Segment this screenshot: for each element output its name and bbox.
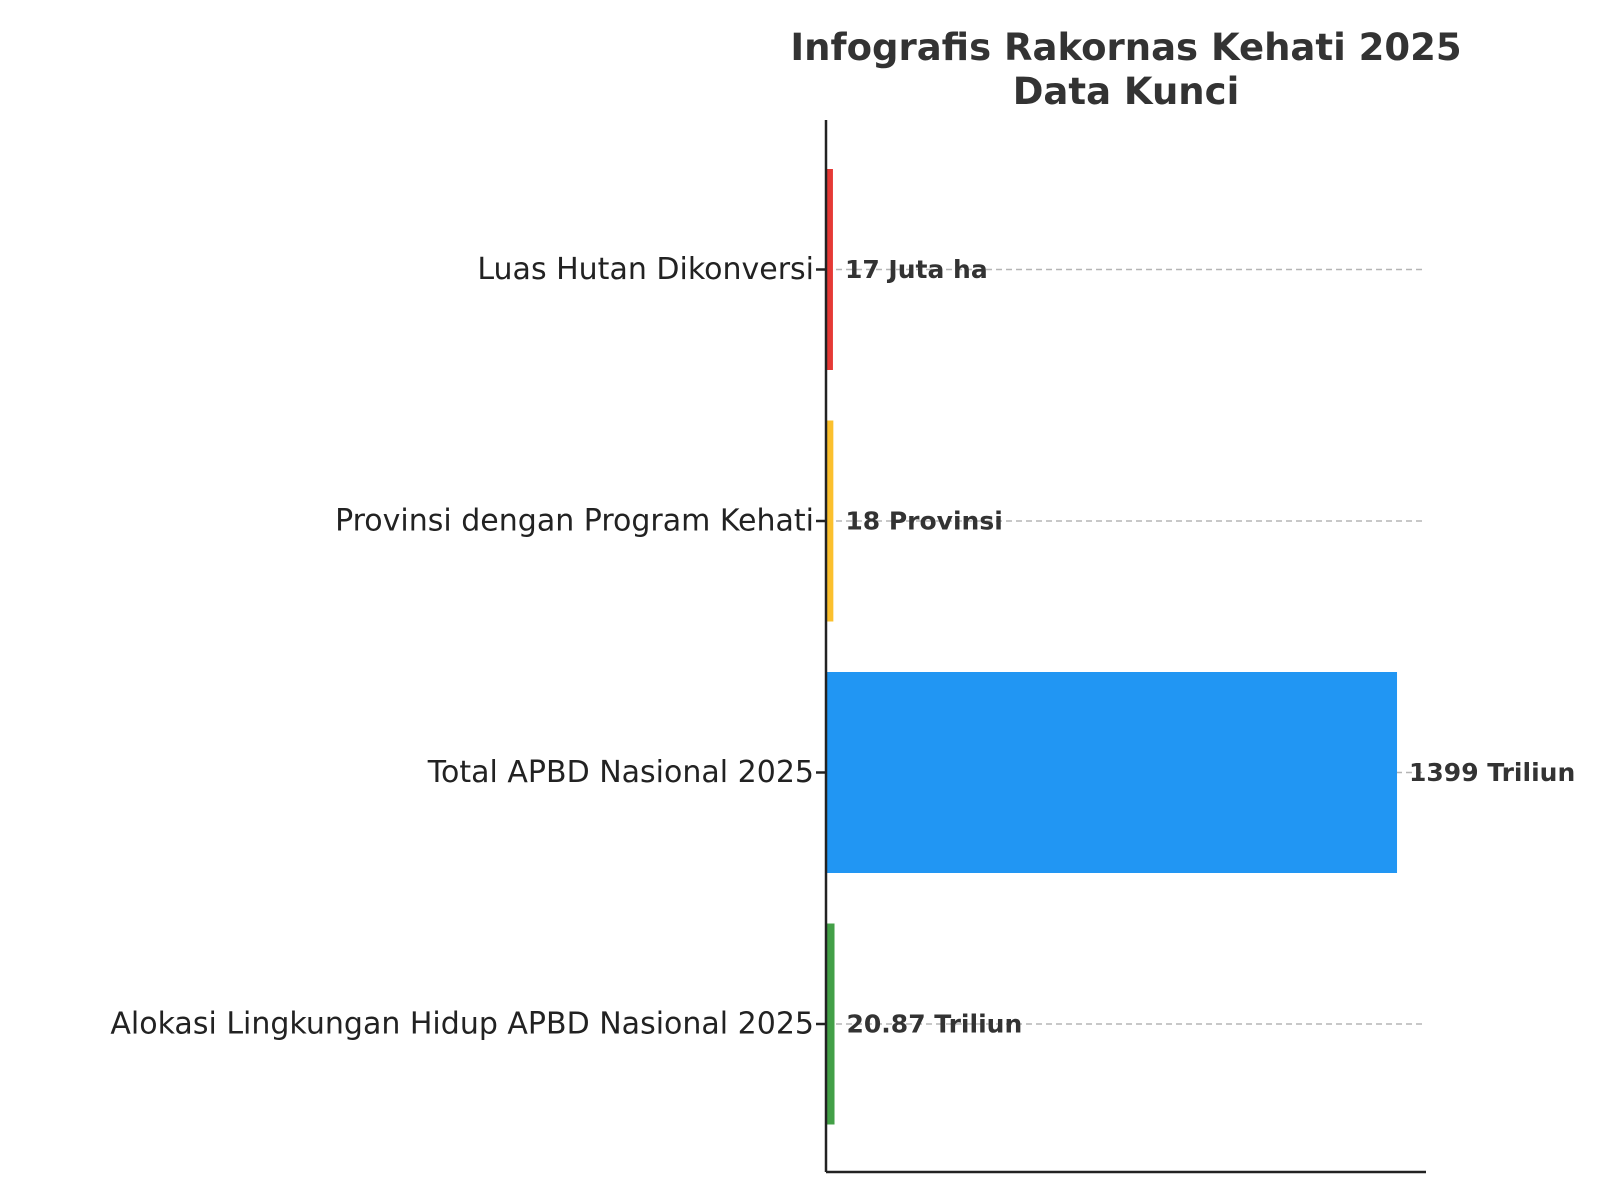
bar-3 bbox=[826, 672, 1398, 873]
labels: Luas Hutan Dikonversi 17 Juta ha Provinsi … bbox=[110, 252, 1575, 1042]
data-label: 17 Juta ha bbox=[845, 255, 988, 284]
chart-title: Infografis Rakornas Kehati 2025 Data Kun… bbox=[790, 26, 1461, 113]
bar-1 bbox=[826, 169, 833, 370]
chart-title-line-2: Data Kunci bbox=[1013, 70, 1240, 113]
data-label: 18 Provinsi bbox=[845, 507, 1002, 536]
category-label: Luas Hutan Dikonversi bbox=[477, 252, 814, 287]
axes bbox=[816, 120, 1426, 1174]
data-label: 20.87 Triliun bbox=[847, 1010, 1023, 1039]
category-label: Total APBD Nasional 2025 bbox=[427, 755, 814, 790]
bar-4 bbox=[826, 923, 835, 1125]
bar-2 bbox=[826, 420, 834, 622]
category-label: Provinsi dengan Program Kehati bbox=[335, 504, 814, 539]
data-label: 1399 Triliun bbox=[1409, 758, 1575, 787]
category-label: Alokasi Lingkungan Hidup APBD Nasional 2… bbox=[110, 1007, 814, 1042]
bars bbox=[826, 169, 1398, 1125]
gridlines bbox=[826, 268, 1426, 1025]
chart-title-line-1: Infografis Rakornas Kehati 2025 bbox=[790, 26, 1461, 69]
